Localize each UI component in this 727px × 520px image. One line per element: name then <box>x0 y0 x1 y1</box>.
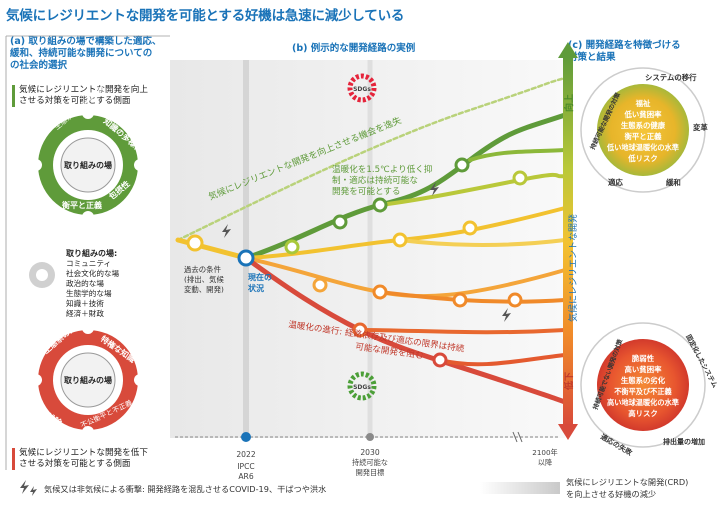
timeline-year: 2030 <box>360 448 379 457</box>
pathway-branches <box>175 76 568 405</box>
past-conditions-line: 変動、開発) <box>184 285 224 294</box>
arenas-list: 取り組みの場: コミュニティ 社会文化的な場 政治的な場 生態学的な場 知識＋技… <box>66 249 119 319</box>
sdgs-wheel-icon <box>347 73 377 401</box>
upper-ring-label: 変革 <box>693 123 708 132</box>
gradient-legend-text: 気候にレジリエントな開発(CRD) <box>566 477 688 487</box>
green-pathway-label-line: 温暖化を1.5℃より低く抑 <box>332 163 433 175</box>
timeline-year: 2022 <box>236 450 255 459</box>
panel-a-frame <box>5 35 170 470</box>
lower-note-line: させる対策を可能とする側面 <box>19 459 131 469</box>
upper-result-item: 低い貧困率 <box>624 110 663 119</box>
upper-gear <box>30 107 146 223</box>
upper-gear-label: 衡平と正義 <box>62 200 102 210</box>
green-pathway-label-line: 開発を可能とする <box>332 185 401 197</box>
current-status-line: 状況 <box>248 283 264 293</box>
lower-result-item: 脆弱性 <box>631 354 655 363</box>
arenas-title: 取り組みの場: <box>66 249 118 258</box>
gradient-legend-text: を向上させる好機の減少 <box>566 489 656 499</box>
page-title: 気候にレジリエントな開発を可能とする好機は急速に減少している <box>6 8 405 24</box>
lower-ring-label: 排出量の増加 <box>663 437 705 446</box>
panel-b-heading: (b) 例示的な開発経路の実例 <box>292 43 416 54</box>
upper-result-item: 生態系の健康 <box>621 121 666 130</box>
panel-a-heading-line: 緩和、持続可能な開発についての <box>10 48 153 59</box>
timeline-sub: 以降 <box>538 458 552 467</box>
axis-up-label: 向上 <box>563 94 575 112</box>
upper-result-circle <box>580 67 706 193</box>
upper-ring-label: システムの移行 <box>645 73 697 82</box>
arena-item: 知識＋技術 <box>66 299 104 308</box>
lower-result-item: 不衡平及び不正義 <box>614 387 672 396</box>
panel-c-axis <box>558 42 578 440</box>
axis-mid-label: 気候にレジリエントな開発 <box>567 214 579 322</box>
past-conditions-line: (排出、気候 <box>184 275 224 284</box>
lower-result-item: 生態系の劣化 <box>621 376 666 385</box>
arena-item: 生態学的な場 <box>66 289 112 298</box>
upper-note-line: 気候にレジリエントな開発を向上 <box>19 85 148 95</box>
arena-item: 政治的な場 <box>66 279 104 288</box>
timeline-sub: IPCC <box>237 462 254 471</box>
green-pathway-label-line: 制・適応は持続可能な <box>332 174 418 186</box>
upper-ring-label: 適応 <box>608 178 623 187</box>
lower-gear-center: 取り組みの場 <box>64 375 112 385</box>
shock-legend-text: 気候又は非気候による衝撃: 開発経路を混乱させるCOVID-19、干ばつや洪水 <box>44 484 326 494</box>
sdgs-badge: SDGs <box>353 86 371 93</box>
gradient-legend-bar <box>480 482 560 494</box>
lower-note-line: 気候にレジリエントな開発を低下 <box>19 448 148 458</box>
lower-note: 気候にレジリエントな開発を低下 させる対策を可能とする側面 <box>12 448 148 470</box>
upper-note-line: させる対策を可能とする側面 <box>19 96 131 106</box>
arena-item: 社会文化的な場 <box>66 269 120 278</box>
axis-down-label: 低下 <box>563 372 575 391</box>
panel-a-heading-line: の社会的選択 <box>10 60 68 71</box>
shock-icon <box>20 480 37 496</box>
current-status-line: 現在の <box>248 272 272 282</box>
decision-points <box>186 157 528 368</box>
lower-result-item: 高リスク <box>628 409 658 418</box>
timeline-sub: 持続可能な <box>352 458 388 467</box>
timeline <box>175 431 560 443</box>
panel-a-heading-line: (a) 取り組みの場で構築した適応、 <box>10 36 162 47</box>
lower-result-item: 高い貧困率 <box>625 365 663 374</box>
panel-c-heading: (c) 開発経路を特徴づける 対策と結果 <box>568 40 681 64</box>
panel-c-heading-line: 対策と結果 <box>568 52 616 63</box>
past-conditions-line: 過去の条件 <box>184 265 222 274</box>
upper-result-item: 衡平と正義 <box>624 132 663 141</box>
upper-ring-label: 緩和 <box>666 178 681 187</box>
upper-result-item: 福祉 <box>635 99 651 108</box>
timeline-year: 2100年 <box>532 448 557 457</box>
upper-result-item: 低リスク <box>627 154 658 163</box>
upper-result-item: 低い地球温暖化の水準 <box>606 143 679 152</box>
gear-icon <box>29 262 55 288</box>
arena-item: コミュニティ <box>66 259 112 268</box>
upper-note: 気候にレジリエントな開発を向上 させる対策を可能とする側面 <box>12 85 148 107</box>
panel-a-heading: (a) 取り組みの場で構築した適応、 緩和、持続可能な開発についての の社会的選… <box>10 36 170 72</box>
sdgs-badge: SDGs <box>353 384 371 391</box>
lower-gear <box>30 322 146 438</box>
upper-gear-center: 取り組みの場 <box>64 160 112 170</box>
lower-result-item: 高い地球温暖化の水準 <box>607 398 679 407</box>
panel-c-heading-line: (c) 開発経路を特徴づける <box>568 40 681 51</box>
timeline-sub: 開発目標 <box>356 468 385 477</box>
shock-icon <box>222 182 511 322</box>
lower-result-circle <box>580 322 706 448</box>
arena-item: 経済＋財政 <box>66 309 104 318</box>
timeline-sub: AR6 <box>238 472 253 481</box>
